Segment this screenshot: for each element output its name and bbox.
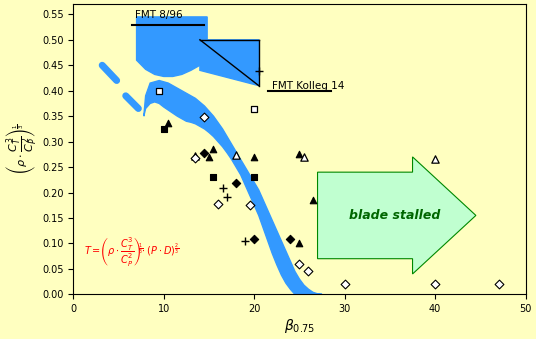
Point <box>209 175 218 180</box>
Point <box>250 237 258 242</box>
Point <box>295 261 304 266</box>
Polygon shape <box>200 40 259 86</box>
Point <box>255 69 263 74</box>
Text: FMT Kolleg 14: FMT Kolleg 14 <box>272 81 345 91</box>
Point <box>200 150 209 156</box>
Point <box>250 154 258 160</box>
Point <box>286 237 295 242</box>
Point <box>295 152 304 157</box>
Point <box>304 269 313 274</box>
Point <box>209 146 218 152</box>
Point <box>295 241 304 246</box>
Point <box>241 238 249 244</box>
Point <box>494 281 503 287</box>
Text: blade stalled: blade stalled <box>349 209 440 222</box>
Point <box>300 154 308 160</box>
Point <box>218 186 227 191</box>
Point <box>232 181 240 186</box>
Point <box>431 281 440 287</box>
Y-axis label: $\left(\rho \cdot \dfrac{C_T^3}{C_P^2}\right)^{\!\frac{1}{3}}$: $\left(\rho \cdot \dfrac{C_T^3}{C_P^2}\r… <box>4 123 39 175</box>
Point <box>205 154 213 160</box>
Point <box>232 153 240 158</box>
X-axis label: $\beta_{0.75}$: $\beta_{0.75}$ <box>284 317 315 335</box>
Point <box>309 197 317 203</box>
Point <box>164 120 173 125</box>
Point <box>245 202 254 208</box>
Text: FMT 8/96: FMT 8/96 <box>135 11 182 20</box>
Point <box>200 115 209 120</box>
Point <box>250 106 258 111</box>
Point <box>214 201 222 206</box>
Point <box>431 157 440 162</box>
Text: $T = \!\left(\rho \cdot \dfrac{C_T^3}{C_P^2}\right)^{\!\!\frac{1}{3}}\!\! \cdot : $T = \!\left(\rho \cdot \dfrac{C_T^3}{C_… <box>84 235 180 267</box>
Point <box>250 175 258 180</box>
Point <box>155 88 163 94</box>
Polygon shape <box>317 157 476 274</box>
Polygon shape <box>144 81 322 294</box>
Point <box>223 194 232 199</box>
Point <box>191 153 200 159</box>
Point <box>159 126 168 132</box>
Point <box>340 281 349 287</box>
Point <box>191 155 200 161</box>
Polygon shape <box>137 17 207 77</box>
